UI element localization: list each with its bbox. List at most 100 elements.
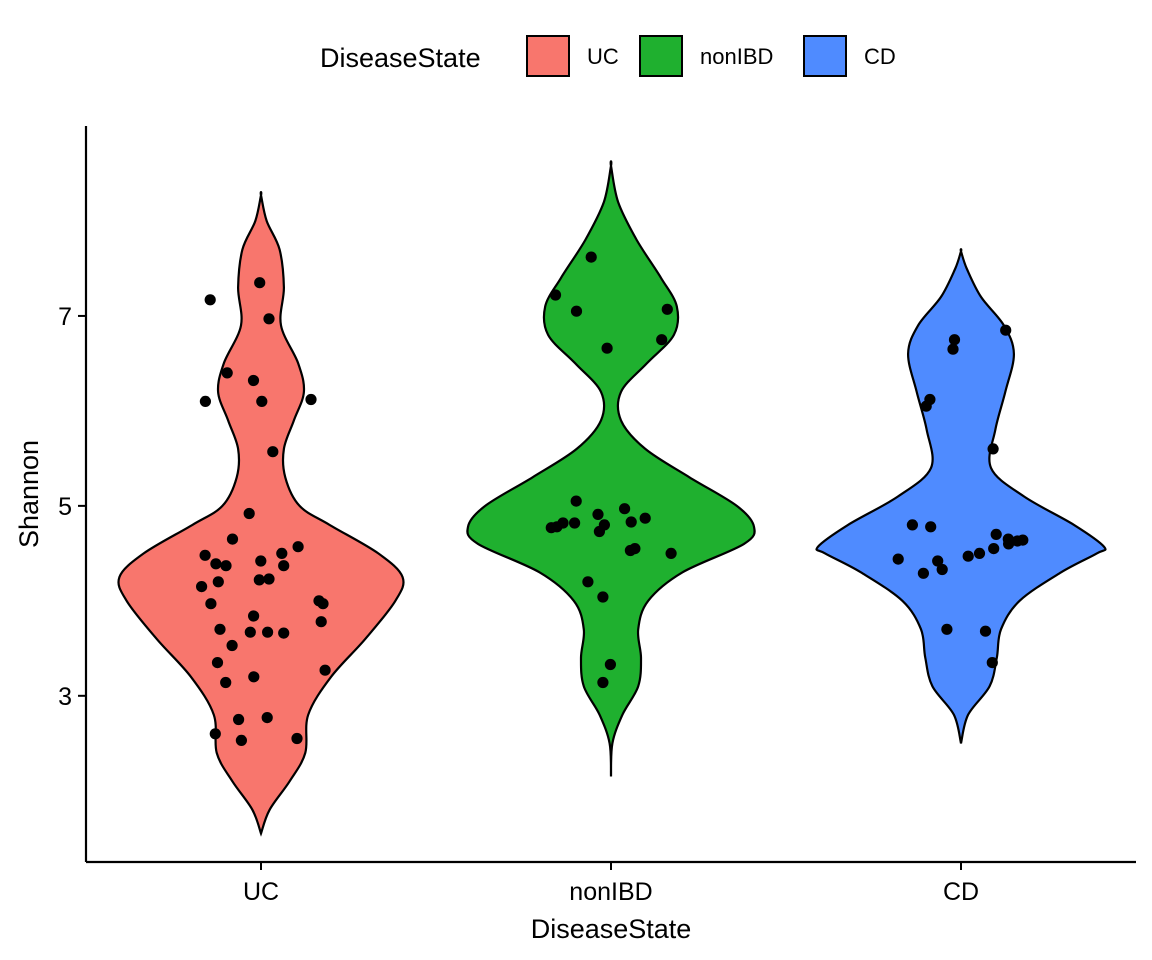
point-nonibd bbox=[570, 305, 583, 317]
point-nonibd bbox=[569, 517, 581, 529]
point-uc bbox=[263, 573, 275, 585]
point-cd bbox=[941, 623, 953, 635]
point-uc bbox=[221, 367, 233, 379]
legend-label-uc: UC bbox=[587, 44, 619, 69]
point-uc bbox=[209, 728, 221, 740]
legend-label-cd: CD bbox=[864, 44, 896, 69]
point-uc bbox=[205, 598, 217, 610]
point-nonibd bbox=[585, 251, 597, 263]
point-nonibd bbox=[592, 508, 604, 520]
x-tick-label-cd: CD bbox=[943, 878, 979, 906]
point-cd bbox=[925, 521, 937, 533]
legend-swatch-cd bbox=[803, 35, 847, 77]
point-cd bbox=[979, 625, 992, 637]
point-cd bbox=[906, 519, 919, 531]
point-uc bbox=[244, 626, 256, 638]
point-uc bbox=[292, 541, 304, 553]
point-nonibd bbox=[545, 522, 557, 534]
violin-nonibd bbox=[466, 160, 756, 777]
point-uc bbox=[243, 507, 255, 520]
point-cd bbox=[1011, 535, 1023, 547]
point-uc bbox=[263, 313, 275, 325]
point-cd bbox=[987, 443, 999, 455]
x-tick-label-uc: UC bbox=[243, 878, 279, 906]
point-cd bbox=[973, 547, 986, 560]
point-uc bbox=[247, 374, 260, 387]
point-nonibd bbox=[549, 289, 562, 301]
point-uc bbox=[278, 627, 290, 639]
point-nonibd bbox=[597, 591, 609, 603]
point-cd bbox=[1003, 538, 1015, 550]
point-nonibd bbox=[601, 342, 613, 354]
point-cd bbox=[920, 400, 932, 412]
violin-uc bbox=[117, 191, 405, 837]
point-cd bbox=[936, 563, 948, 576]
point-uc bbox=[204, 294, 216, 306]
point-uc bbox=[220, 676, 232, 689]
legend-title: DiseaseState bbox=[320, 43, 481, 73]
point-uc bbox=[235, 734, 247, 747]
point-cd bbox=[948, 334, 961, 346]
point-uc bbox=[276, 547, 288, 560]
point-nonibd bbox=[582, 576, 594, 588]
point-uc bbox=[233, 713, 245, 726]
point-cd bbox=[962, 550, 974, 562]
point-uc bbox=[212, 576, 224, 588]
point-uc bbox=[261, 712, 273, 724]
point-uc bbox=[226, 533, 239, 545]
point-nonibd bbox=[656, 334, 668, 346]
point-cd bbox=[932, 555, 944, 567]
point-uc bbox=[254, 277, 266, 289]
point-uc bbox=[248, 610, 260, 622]
point-cd bbox=[917, 567, 930, 579]
point-nonibd bbox=[597, 676, 609, 689]
point-uc bbox=[248, 671, 260, 683]
points bbox=[196, 251, 1029, 747]
point-cd bbox=[1000, 324, 1012, 336]
point-cd bbox=[990, 528, 1002, 541]
point-uc bbox=[291, 732, 303, 745]
violins bbox=[117, 160, 1107, 837]
x-tick-label-nonibd: nonIBD bbox=[569, 878, 652, 906]
point-cd bbox=[988, 543, 1000, 555]
point-cd bbox=[892, 553, 904, 565]
point-uc bbox=[199, 549, 211, 561]
y-axis-title: Shannon bbox=[14, 440, 44, 548]
point-nonibd bbox=[570, 495, 582, 507]
point-uc bbox=[256, 395, 268, 407]
y-tick-label: 7 bbox=[58, 303, 72, 331]
violin-cd bbox=[815, 248, 1107, 744]
point-uc bbox=[267, 446, 279, 458]
point-nonibd bbox=[665, 547, 677, 560]
point-uc bbox=[278, 560, 290, 572]
y-tick-label: 3 bbox=[58, 683, 72, 711]
point-uc bbox=[196, 581, 208, 593]
point-cd bbox=[947, 343, 959, 355]
point-nonibd bbox=[639, 512, 651, 524]
point-uc bbox=[199, 395, 211, 407]
axes: 3 5 7 UC nonIBD CD bbox=[58, 126, 1136, 906]
point-uc bbox=[220, 560, 232, 572]
point-nonibd bbox=[661, 303, 673, 315]
legend: DiseaseState UC nonIBD CD bbox=[320, 35, 896, 77]
point-uc bbox=[305, 393, 317, 406]
point-nonibd bbox=[593, 525, 606, 538]
point-uc bbox=[210, 558, 222, 570]
point-uc bbox=[211, 657, 224, 669]
point-uc bbox=[253, 574, 265, 586]
point-nonibd bbox=[619, 503, 631, 515]
point-uc bbox=[262, 626, 274, 638]
point-uc bbox=[255, 555, 267, 567]
point-cd bbox=[986, 657, 998, 669]
point-nonibd bbox=[604, 658, 617, 671]
legend-swatch-nonibd bbox=[639, 35, 683, 77]
point-uc bbox=[226, 639, 238, 652]
point-nonibd bbox=[624, 544, 637, 557]
point-uc bbox=[214, 623, 226, 635]
point-nonibd bbox=[625, 516, 637, 528]
point-uc bbox=[317, 598, 329, 610]
legend-swatch-uc bbox=[526, 35, 570, 77]
y-tick-label: 5 bbox=[58, 493, 72, 521]
x-axis-title: DiseaseState bbox=[531, 914, 692, 944]
